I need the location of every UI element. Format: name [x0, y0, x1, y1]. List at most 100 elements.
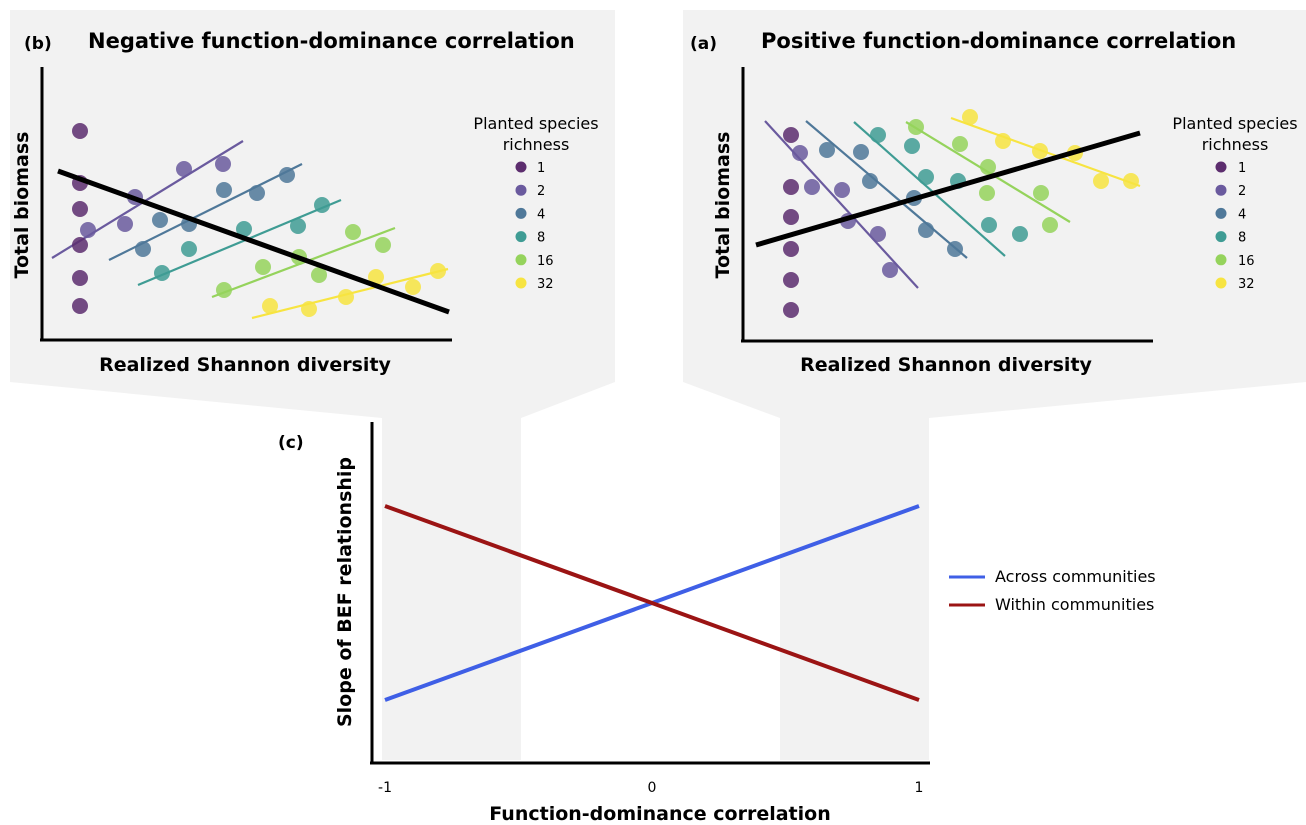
panel-a-y-label: Total biomass	[712, 132, 734, 279]
panel-b-legend-label-2: 2	[537, 184, 545, 199]
panel-a-x-label: Realized Shannon diversity	[800, 354, 1092, 376]
panel-b-point-richness-32	[338, 289, 354, 305]
panel-b-point-richness-1	[72, 123, 88, 139]
panel-b-point-richness-16	[345, 224, 361, 240]
panel-a-point-richness-2	[870, 226, 886, 242]
panel-b-title: Negative function-dominance correlation	[88, 29, 575, 53]
panel-b-point-richness-32	[301, 301, 317, 317]
panel-b-legend-swatch-4	[515, 207, 527, 219]
panel-a-point-richness-2	[834, 182, 850, 198]
panel-b-x-label: Realized Shannon diversity	[99, 354, 391, 376]
panel-b-legend-swatch-1	[515, 161, 527, 173]
panel-a-point-richness-1	[783, 272, 799, 288]
panel-a-point-richness-4	[947, 241, 963, 257]
panel-c-y-label: Slope of BEF relationship	[334, 457, 356, 727]
panel-a-point-richness-4	[819, 142, 835, 158]
panel-b-point-richness-32	[405, 279, 421, 295]
panel-c-x-tick-label: -1	[378, 780, 392, 796]
panel-a-regression-line-richness-4	[805, 120, 968, 259]
panel-b-point-richness-1	[72, 298, 88, 314]
panel-a-point-richness-4	[862, 173, 878, 189]
panel-a-legend-swatch-1	[1215, 161, 1227, 173]
panel-b-point-richness-1	[72, 270, 88, 286]
panel-a-legend-label-8: 8	[1238, 231, 1246, 246]
panel-a-point-richness-16	[979, 185, 995, 201]
panel-a-legend-label-1: 1	[1238, 161, 1246, 176]
panel-a-point-richness-8	[918, 169, 934, 185]
panel-c-series-within-communities	[384, 504, 920, 702]
panel-b-legend-swatch-16	[515, 254, 527, 266]
panel-a-legend-label-32: 32	[1238, 277, 1255, 292]
panel-a-point-richness-1	[783, 241, 799, 257]
panel-a-point-richness-32	[1032, 143, 1048, 159]
panel-c: (c) Slope of BEF relationship Function-d…	[278, 422, 1156, 825]
panel-a-legend-label-16: 16	[1238, 254, 1255, 269]
panel-b-point-richness-1	[72, 237, 88, 253]
panel-a-legend: Planted species richness 1 2 4 8 16 32	[1172, 114, 1297, 292]
panel-a-letter: (a)	[690, 34, 717, 54]
panel-a-legend-swatch-2	[1215, 184, 1227, 196]
panel-a-point-richness-16	[1033, 185, 1049, 201]
panel-a-legend-swatch-32	[1215, 277, 1227, 289]
panel-a-point-richness-4	[918, 222, 934, 238]
panel-b-point-richness-16	[375, 237, 391, 253]
panel-b-point-richness-32	[368, 269, 384, 285]
panel-a-legend-label-2: 2	[1238, 184, 1246, 199]
panel-a-legend-title-line1: Planted species	[1172, 114, 1297, 133]
panel-b-point-richness-8	[181, 241, 197, 257]
panel-b-legend-label-32: 32	[537, 277, 554, 292]
panel-a-point-richness-16	[908, 119, 924, 135]
panel-a-legend-swatch-16	[1215, 254, 1227, 266]
panel-a-point-richness-1	[783, 302, 799, 318]
panel-b-point-richness-32	[262, 298, 278, 314]
panel-b-legend-swatch-2	[515, 184, 527, 196]
panel-b-point-richness-2	[117, 216, 133, 232]
panel-b-y-label: Total biomass	[11, 132, 33, 279]
panel-a-overall-trend-line	[755, 130, 1141, 248]
panel-a-point-richness-16	[980, 159, 996, 175]
panel-a-point-richness-8	[870, 127, 886, 143]
panel-a-point-richness-2	[882, 262, 898, 278]
panel-a-point-richness-16	[1042, 217, 1058, 233]
panel-c-legend-label-within-communities: Within communities	[995, 595, 1154, 614]
panel-b-point-richness-4	[249, 185, 265, 201]
panel-b-point-richness-16	[311, 267, 327, 283]
panel-a: (a) Positive function-dominance correlat…	[690, 29, 1298, 376]
panel-c-x-tick-label: 1	[915, 780, 924, 796]
panel-a-legend-label-4: 4	[1238, 207, 1246, 222]
panel-b-point-richness-2	[176, 161, 192, 177]
panel-a-point-richness-1	[783, 179, 799, 195]
panel-a-point-richness-8	[904, 138, 920, 154]
panel-a-legend-swatch-4	[1215, 207, 1227, 219]
callout-b-background	[10, 10, 615, 760]
panel-a-regression-line-richness-2	[764, 120, 919, 289]
panel-a-point-richness-32	[1123, 173, 1139, 189]
panel-b-point-richness-4	[279, 167, 295, 183]
panel-b-legend-title-line1: Planted species	[473, 114, 598, 133]
panel-b: (b) Negative function-dominance correlat…	[11, 29, 599, 376]
panel-a-legend-swatch-8	[1215, 231, 1227, 243]
panel-a-title: Positive function-dominance correlation	[761, 29, 1236, 53]
panel-a-point-richness-2	[792, 145, 808, 161]
panel-b-point-richness-1	[72, 201, 88, 217]
panel-b-point-richness-4	[152, 212, 168, 228]
panel-b-point-richness-16	[255, 259, 271, 275]
panel-b-point-richness-16	[216, 282, 232, 298]
panel-a-point-richness-8	[1012, 226, 1028, 242]
panel-b-legend: Planted species richness 1 2 4 8 16 32	[473, 114, 598, 292]
panel-a-point-richness-32	[995, 133, 1011, 149]
panel-b-legend-label-1: 1	[537, 161, 545, 176]
panel-b-point-richness-2	[80, 222, 96, 238]
panel-a-point-richness-8	[981, 217, 997, 233]
panel-b-point-richness-32	[430, 263, 446, 279]
panel-b-point-richness-4	[135, 241, 151, 257]
panel-a-point-richness-1	[783, 127, 799, 143]
panel-a-regression-line-richness-8	[853, 121, 1006, 257]
panel-b-legend-label-16: 16	[537, 254, 554, 269]
panel-a-point-richness-4	[853, 144, 869, 160]
panel-b-point-richness-4	[216, 182, 232, 198]
panel-c-legend-label-across-communities: Across communities	[995, 567, 1156, 586]
panel-c-x-label: Function-dominance correlation	[489, 803, 830, 825]
panel-b-legend-label-4: 4	[537, 207, 545, 222]
